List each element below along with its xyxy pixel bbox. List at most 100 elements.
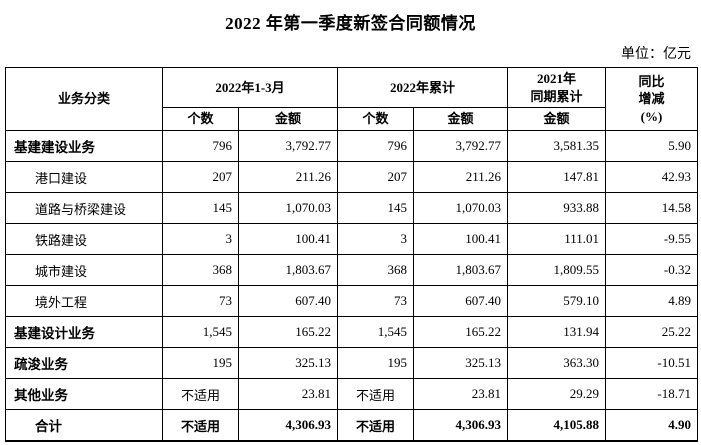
row-label: 其他业务 (5, 378, 163, 410)
cell-value: -9.55 (605, 223, 699, 255)
cell-value: 4,306.93 (412, 409, 509, 442)
cell-value: 1,809.55 (507, 254, 607, 286)
cell-value: 325.13 (238, 347, 338, 379)
cell-value: 100.41 (238, 223, 338, 255)
cell-value: 165.22 (238, 316, 338, 348)
cell-value: 363.30 (507, 347, 607, 379)
cell-value: 211.26 (238, 161, 338, 193)
cell-value: 100.41 (412, 223, 509, 255)
header-yoy-line1: 同比 (638, 73, 665, 89)
table-row: 铁路建设 3 100.41 3 100.41 111.01 -9.55 (5, 223, 699, 255)
header-yoy-line2: 增减 (638, 91, 665, 107)
row-label: 城市建设 (5, 254, 163, 286)
row-label: 合计 (5, 409, 163, 442)
row-label: 道路与桥梁建设 (5, 192, 163, 224)
cell-value: 195 (162, 347, 239, 379)
cell-value: 73 (337, 285, 414, 317)
table-row-total: 合计 不适用 4,306.93 不适用 4,306.93 4,105.88 4.90 (5, 409, 699, 442)
table-row: 道路与桥梁建设 145 1,070.03 145 1,070.03 933.88 14.58 (5, 192, 699, 224)
cell-value: 29.29 (507, 378, 607, 410)
header-yoy-line3: (%) (640, 108, 663, 124)
cell-value: 1,070.03 (238, 192, 338, 224)
row-label: 境外工程 (5, 285, 163, 317)
cell-value: 207 (337, 161, 414, 193)
table-row: 城市建设 368 1,803.67 368 1,803.67 1,809.55 -0.32 (5, 254, 699, 286)
cell-value: 207 (162, 161, 239, 193)
cell-value: 25.22 (605, 316, 699, 348)
cell-value: 不适用 (337, 378, 414, 410)
table-row: 其他业务 不适用 23.81 不适用 23.81 29.29 -18.71 (5, 378, 699, 410)
cell-value: 368 (162, 254, 239, 286)
cell-value: 607.40 (412, 285, 509, 317)
cell-value: 1,545 (162, 316, 239, 348)
cell-value: 4,105.88 (507, 409, 607, 442)
cell-value: 796 (337, 130, 414, 162)
cell-value: 3,792.77 (238, 130, 338, 162)
cell-value: 111.01 (507, 223, 607, 255)
table-row: 疏浚业务 195 325.13 195 325.13 363.30 -10.51 (5, 347, 699, 379)
cell-value: 1,070.03 (412, 192, 509, 224)
header-business-category: 业务分类 (5, 67, 163, 131)
cell-value: 5.90 (605, 130, 699, 162)
cell-value: 368 (337, 254, 414, 286)
cell-value: 933.88 (507, 192, 607, 224)
cell-value: 14.58 (605, 192, 699, 224)
row-label: 基建设计业务 (5, 316, 163, 348)
table-header: 业务分类 2022年1-3月 2022年累计 2021年同期累计 同比增减 (%)… (5, 67, 699, 131)
cell-value: 165.22 (412, 316, 509, 348)
cell-value: 73 (162, 285, 239, 317)
cell-value: 145 (162, 192, 239, 224)
row-label: 疏浚业务 (5, 347, 163, 379)
cell-value: 3,792.77 (412, 130, 509, 162)
cell-value: -18.71 (605, 378, 699, 410)
cell-value: 不适用 (337, 409, 414, 442)
cell-value: 211.26 (412, 161, 509, 193)
header-2021-line2: 同期累计 (530, 88, 583, 104)
cell-value: 4,306.93 (238, 409, 338, 442)
cell-value: 3,581.35 (507, 130, 607, 162)
table-body: 基建建设业务 796 3,792.77 796 3,792.77 3,581.35 5.90… (5, 130, 699, 442)
header-group-2022-q1: 2022年1-3月 (162, 67, 338, 108)
header-count-cumulative: 个数 (337, 107, 414, 131)
cell-value: 195 (337, 347, 414, 379)
cell-value: 3 (337, 223, 414, 255)
header-group-2021-same-period: 2021年同期累计 (507, 67, 607, 108)
cell-value: 3 (162, 223, 239, 255)
cell-value: 147.81 (507, 161, 607, 193)
cell-value: 4.90 (605, 409, 699, 442)
table-row: 境外工程 73 607.40 73 607.40 579.10 4.89 (5, 285, 699, 317)
header-group-2022-cumulative: 2022年累计 (336, 67, 509, 108)
header-amount-q1: 金额 (238, 107, 338, 131)
row-label: 铁路建设 (5, 223, 163, 255)
cell-value: -0.32 (605, 254, 699, 286)
page-title: 2022 年第一季度新签合同额情况 (225, 14, 476, 33)
unit-label: 单位：亿元 (621, 47, 691, 62)
header-count-q1: 个数 (162, 107, 239, 131)
table-row: 基建建设业务 796 3,792.77 796 3,792.77 3,581.35 5.90 (5, 130, 699, 162)
table-row: 基建设计业务 1,545 165.22 1,545 165.22 131.94 25.22 (5, 316, 699, 348)
header-amount-2021: 金额 (507, 107, 607, 131)
contracts-table: 业务分类 2022年1-3月 2022年累计 2021年同期累计 同比增减 (%)… (5, 67, 699, 442)
cell-value: 579.10 (507, 285, 607, 317)
cell-value: 1,803.67 (238, 254, 338, 286)
cell-value: 145 (337, 192, 414, 224)
cell-value: 不适用 (162, 378, 239, 410)
row-label: 港口建设 (5, 161, 163, 193)
cell-value: 23.81 (238, 378, 338, 410)
header-amount-cumulative: 金额 (412, 107, 509, 131)
row-label: 基建建设业务 (5, 130, 163, 162)
cell-value: 1,545 (337, 316, 414, 348)
header-yoy-change: 同比增减 (%) (605, 67, 699, 131)
cell-value: 325.13 (412, 347, 509, 379)
cell-value: -10.51 (605, 347, 699, 379)
table-row: 港口建设 207 211.26 207 211.26 147.81 42.93 (5, 161, 699, 193)
cell-value: 4.89 (605, 285, 699, 317)
cell-value: 23.81 (412, 378, 509, 410)
cell-value: 131.94 (507, 316, 607, 348)
cell-value: 42.93 (605, 161, 699, 193)
cell-value: 607.40 (238, 285, 338, 317)
cell-value: 1,803.67 (412, 254, 509, 286)
cell-value: 不适用 (162, 409, 239, 442)
header-2021-line1: 2021年 (537, 70, 577, 86)
